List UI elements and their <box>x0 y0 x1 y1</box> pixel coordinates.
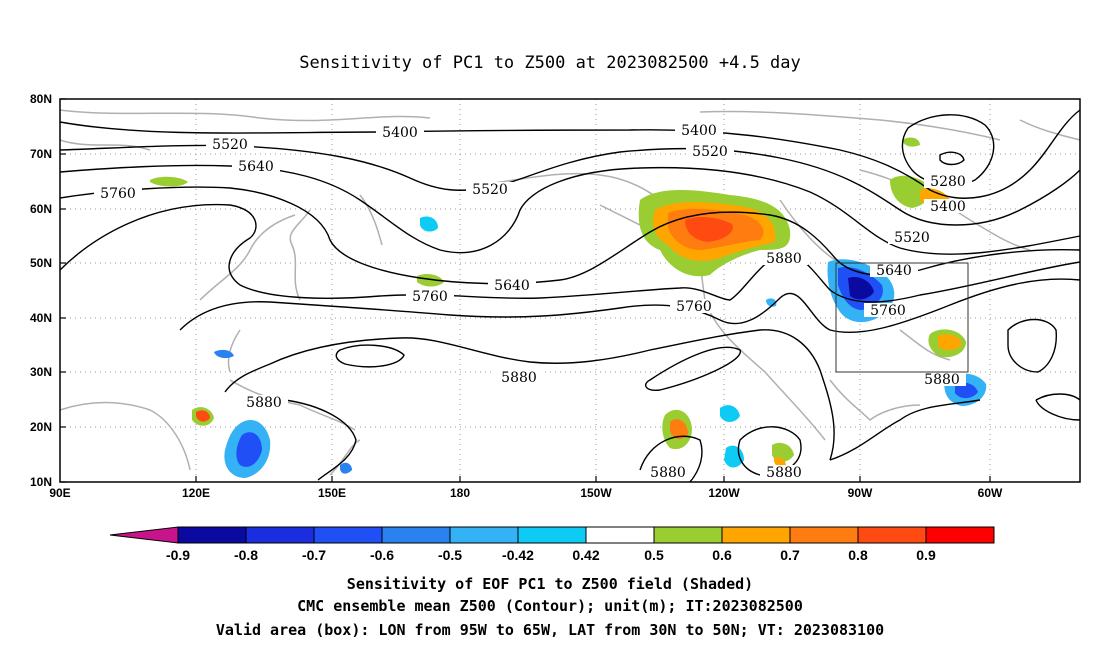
valid-area-box <box>835 262 969 373</box>
colorbar-label: -0.7 <box>302 547 326 563</box>
colorbar-swatch <box>653 526 723 544</box>
contour-label: 5760 <box>412 289 448 305</box>
colorbar-swatch <box>925 526 995 544</box>
contour-label: 5640 <box>494 278 530 294</box>
lat-tick: 10N <box>30 475 52 489</box>
lat-tick: 20N <box>30 420 52 434</box>
contour-label: 5520 <box>692 144 728 160</box>
contour-label: 5520 <box>212 137 248 153</box>
contour-label: 5760 <box>870 303 906 319</box>
contour-label: 5880 <box>766 465 802 481</box>
colorbar-label: 0.9 <box>916 547 936 563</box>
contour-label: 5760 <box>676 299 712 315</box>
contour-label: 5880 <box>650 465 686 481</box>
lat-tick: 80N <box>30 92 52 106</box>
lat-tick: 40N <box>30 311 52 325</box>
colorbar-label: 0.8 <box>848 547 868 563</box>
lat-tick: 30N <box>30 365 52 379</box>
caption-line-3: Valid area (box): LON from 95W to 65W, L… <box>216 621 884 639</box>
colorbar-label: 0.6 <box>712 547 732 563</box>
colorbar-swatch <box>449 526 519 544</box>
colorbar-swatch <box>313 526 383 544</box>
lon-tick: 150W <box>580 486 612 500</box>
colorbar-label: 0.42 <box>572 547 599 563</box>
caption-line-1: Sensitivity of EOF PC1 to Z500 field (Sh… <box>347 575 753 593</box>
lat-tick: 50N <box>30 256 52 270</box>
lon-tick: 120W <box>708 486 740 500</box>
contour-label: 5640 <box>876 263 912 279</box>
contour-label: 5520 <box>894 230 930 246</box>
lat-tick: 70N <box>30 147 52 161</box>
lon-tick: 120E <box>182 486 210 500</box>
contour-label: 5280 <box>930 174 966 190</box>
colorbar-label: -0.9 <box>166 547 190 563</box>
contour-labels: 5400 5400 5520 5520 5520 5640 5760 5520 … <box>94 123 972 481</box>
colorbar-low-triangle <box>109 526 179 544</box>
contour-label: 5400 <box>930 199 966 215</box>
colorbar-label: -0.6 <box>370 547 394 563</box>
lon-tick: 90W <box>848 486 873 500</box>
colorbar-label: 0.5 <box>644 547 664 563</box>
lon-tick-labels: 90E 120E 150E 180 150W 120W 90W 60W <box>49 486 1003 500</box>
contour-label: 5880 <box>501 370 537 386</box>
contour-label: 5880 <box>924 372 960 388</box>
lon-tick: 180 <box>450 486 470 500</box>
contour-label: 5760 <box>100 186 136 202</box>
figure-title: Sensitivity of PC1 to Z500 at 2023082500… <box>299 53 801 73</box>
colorbar-swatch <box>585 526 655 544</box>
colorbar-swatch <box>721 526 791 544</box>
sensitivity-shading <box>150 137 987 478</box>
colorbar-swatch <box>381 526 451 544</box>
colorbar-swatch <box>517 526 587 544</box>
contour-label: 5520 <box>472 182 508 198</box>
colorbar-label: 0.7 <box>780 547 800 563</box>
lat-tick: 60N <box>30 202 52 216</box>
colorbar-swatch <box>177 526 247 544</box>
map-panel: 5400 5400 5520 5520 5520 5640 5760 5520 … <box>59 98 1081 483</box>
contour-label: 5400 <box>681 123 717 139</box>
contour-label: 5400 <box>382 125 418 141</box>
contour-label: 5880 <box>766 251 802 267</box>
colorbar-swatch <box>245 526 315 544</box>
caption-line-2: CMC ensemble mean Z500 (Contour); unit(m… <box>297 597 803 615</box>
lat-tick-labels: 80N 70N 60N 50N 40N 30N 20N 10N <box>30 92 52 489</box>
colorbar-label: -0.8 <box>234 547 258 563</box>
lon-tick: 60W <box>978 486 1003 500</box>
colorbar-swatch <box>789 526 859 544</box>
lon-tick: 90E <box>49 486 70 500</box>
colorbar-swatch <box>857 526 927 544</box>
colorbar-label: -0.5 <box>438 547 462 563</box>
lon-tick: 150E <box>318 486 346 500</box>
colorbar: -0.9 -0.8 -0.7 -0.6 -0.5 -0.42 0.42 0.5 0.6 0.7 0.… <box>109 526 995 563</box>
contour-label: 5880 <box>246 395 282 411</box>
colorbar-label: -0.42 <box>502 547 534 563</box>
contour-label: 5640 <box>238 159 274 175</box>
